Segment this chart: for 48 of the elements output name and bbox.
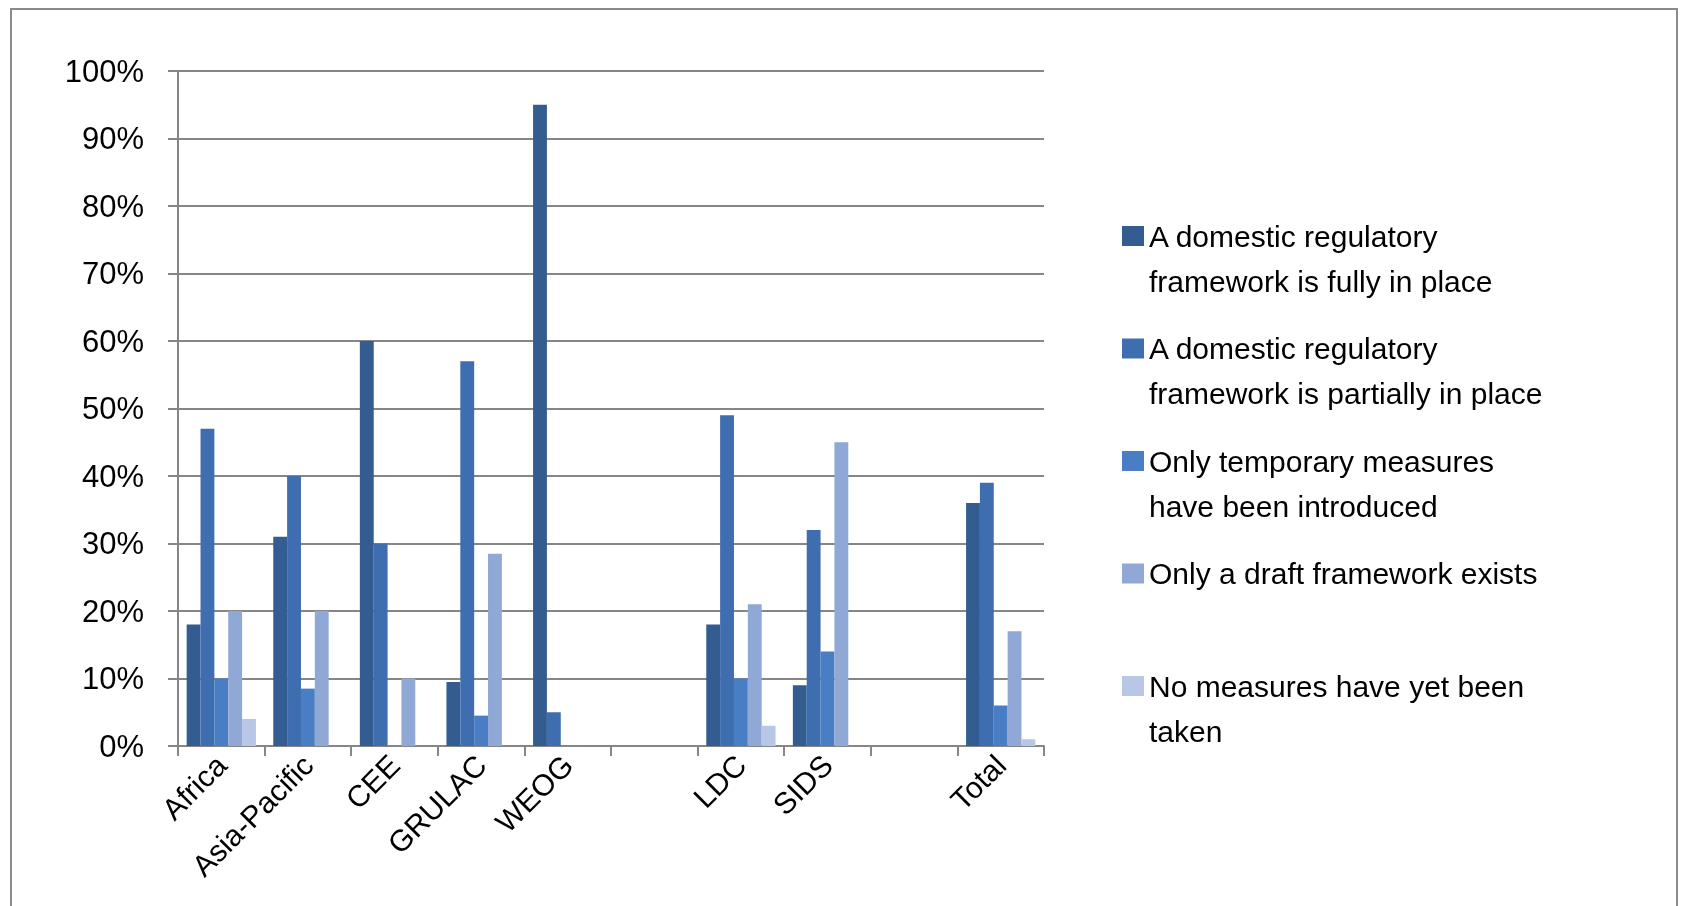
bar xyxy=(214,678,229,746)
bar xyxy=(834,442,849,746)
bar xyxy=(820,651,835,746)
y-tick-label: 40% xyxy=(81,458,144,494)
bar xyxy=(1021,739,1036,746)
bar xyxy=(966,503,980,746)
bar xyxy=(401,678,416,746)
bar xyxy=(1007,631,1022,746)
y-tick-label: 30% xyxy=(81,526,144,561)
y-tick-label: 50% xyxy=(81,391,144,426)
bar xyxy=(359,341,374,746)
bar xyxy=(474,715,489,746)
y-tick-label: 0% xyxy=(99,728,144,764)
y-tick-label: 100% xyxy=(64,53,144,89)
bar xyxy=(706,624,721,746)
bar xyxy=(533,104,547,746)
bar xyxy=(792,685,807,746)
bar xyxy=(806,530,821,746)
bar xyxy=(747,604,762,746)
legend-label: A domestic regulatory framework is partially in place xyxy=(1149,332,1543,410)
bar xyxy=(242,719,256,746)
legend-label: Only a draft framework exists xyxy=(1149,557,1538,590)
bar xyxy=(314,611,329,746)
bar xyxy=(488,553,502,746)
bar xyxy=(546,712,561,746)
bar xyxy=(733,678,748,746)
bar xyxy=(228,611,243,746)
bar xyxy=(460,361,475,746)
bar xyxy=(200,428,215,746)
y-tick-label: 10% xyxy=(81,661,144,696)
bar xyxy=(186,624,201,746)
legend-label: A domestic regulatory framework is fully in place xyxy=(1149,219,1493,298)
legend-label: No measures have yet been taken xyxy=(1149,669,1525,748)
bar xyxy=(761,725,776,746)
bar xyxy=(720,415,734,746)
y-tick-label: 60% xyxy=(81,323,144,359)
bar xyxy=(287,476,301,746)
bar xyxy=(273,536,288,746)
y-tick-label: 70% xyxy=(81,256,144,291)
bar xyxy=(446,681,461,746)
bar xyxy=(300,688,315,746)
legend-label: Only temporary measures have been introduced xyxy=(1149,444,1495,523)
y-tick-label: 20% xyxy=(81,593,144,629)
y-tick-label: 80% xyxy=(81,188,144,224)
bar xyxy=(993,705,1008,746)
y-tick-label: 90% xyxy=(81,121,144,156)
bar xyxy=(979,482,994,746)
bar xyxy=(373,543,388,746)
